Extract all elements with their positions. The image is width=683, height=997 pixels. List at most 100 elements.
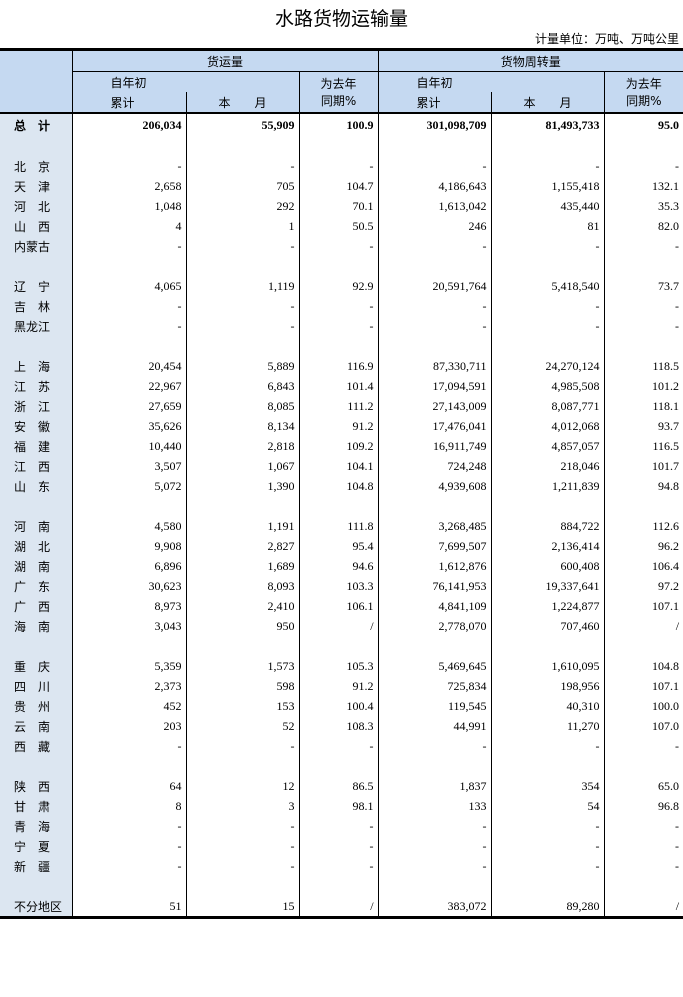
value-cell: - xyxy=(603,736,683,756)
header-freight-month: 本 月 xyxy=(185,92,299,114)
value-cell: 3 xyxy=(185,796,299,816)
value-cell: 5,359 xyxy=(71,656,186,676)
table-row: 山 东 5,072 1,390 104.8 4,939,608 1,211,839 94.8 xyxy=(0,476,683,496)
region-cell: 广 西 xyxy=(0,596,72,616)
value-cell: 452 xyxy=(71,696,186,716)
table-row: 不分地区 51 15/383,072 89,280/ xyxy=(0,896,683,919)
table-row: 北 京------ xyxy=(0,156,683,176)
value-cell xyxy=(71,876,186,896)
region-cell: 辽 宁 xyxy=(0,276,72,296)
region-cell: 福 建 xyxy=(0,436,72,456)
value-cell: 1,837 xyxy=(377,776,492,796)
total-row: 总 计 206,034 55,909 100.9 301,098,709 81,493,7… xyxy=(0,112,683,136)
region-cell: 江 西 xyxy=(0,456,72,476)
value-cell xyxy=(185,496,299,516)
value-cell: 89,280 xyxy=(490,896,605,919)
waterway-freight-table: 货运量 货物周转量 自年初 为去年 同期% 自年初 为去年 同期% 累计 本 月 累… xyxy=(0,48,683,919)
table-row: 广 西 8,973 2,410 106.1 4,841,109 1,224,877 107.… xyxy=(0,596,683,616)
value-cell: 598 xyxy=(185,676,299,696)
value-cell: - xyxy=(71,316,186,336)
value-cell: - xyxy=(71,836,186,856)
value-cell: - xyxy=(377,736,492,756)
value-cell: - xyxy=(298,736,379,756)
value-cell: 132.1 xyxy=(603,176,683,196)
table-row: 云 南 203 52 108.3 44,991 11,270 107.0 xyxy=(0,716,683,736)
region-cell: 北 京 xyxy=(0,156,72,176)
region-cell: 海 南 xyxy=(0,616,72,636)
value-cell: 1,155,418 xyxy=(490,176,605,196)
value-cell: 1,067 xyxy=(185,456,299,476)
table-row: 黑龙江 - - - - - - xyxy=(0,316,683,336)
value-cell: 111.8 xyxy=(298,516,379,536)
value-cell xyxy=(298,636,379,656)
header-turnover-ytd: 自年初 xyxy=(377,71,605,92)
value-cell xyxy=(71,756,186,776)
value-cell: 6,843 xyxy=(185,376,299,396)
table-row: 天 津 2,658 705 104.7 4,186,643 1,155,418 132.1 xyxy=(0,176,683,196)
value-cell xyxy=(603,256,683,276)
value-cell xyxy=(490,256,605,276)
value-cell xyxy=(490,876,605,896)
value-cell: 8,093 xyxy=(185,576,299,596)
region-cell: 内蒙古 xyxy=(0,236,72,256)
value-cell: 119,545 xyxy=(377,696,492,716)
value-cell xyxy=(603,136,683,156)
value-cell: 100.4 xyxy=(298,696,379,716)
table-row: 河 南 4,580 1,191 111.8 3,268,485 884,722 112.6 xyxy=(0,516,683,536)
table-row: 贵 州 452 153 100.4 119,545 40,310 100.0 xyxy=(0,696,683,716)
table-row: 内蒙古 - - - - - - xyxy=(0,236,683,256)
value-cell xyxy=(377,636,492,656)
value-cell: - xyxy=(298,296,379,316)
value-cell: 103.3 xyxy=(298,576,379,596)
value-cell: 301,098,709 xyxy=(377,112,492,136)
value-cell: 40,310 xyxy=(490,696,605,716)
value-cell: 4 xyxy=(71,216,186,236)
value-cell xyxy=(185,756,299,776)
value-cell xyxy=(377,336,492,356)
table-row: 海 南 3,043 950/2,778,070 707,460/ xyxy=(0,616,683,636)
value-cell: 20,454 xyxy=(71,356,186,376)
value-cell: - xyxy=(185,816,299,836)
value-cell: - xyxy=(71,156,186,176)
value-cell: 9,908 xyxy=(71,536,186,556)
value-cell: 116.9 xyxy=(298,356,379,376)
region-cell: 安 徽 xyxy=(0,416,72,436)
value-cell: 8,973 xyxy=(71,596,186,616)
value-cell: 107.0 xyxy=(603,716,683,736)
value-cell: 27,143,009 xyxy=(377,396,492,416)
value-cell: 1,048 xyxy=(71,196,186,216)
value-cell: 4,841,109 xyxy=(377,596,492,616)
value-cell: 725,834 xyxy=(377,676,492,696)
value-cell: - xyxy=(603,296,683,316)
table-row: 浙 江 27,659 8,085 111.2 27,143,009 8,087,771 11… xyxy=(0,396,683,416)
value-cell: 86.5 xyxy=(298,776,379,796)
value-cell: - xyxy=(298,236,379,256)
table-row: 辽 宁 4,065 1,119 92.9 20,591,764 5,418,540 73.7 xyxy=(0,276,683,296)
table-row: 福 建 10,440 2,818 109.2 16,911,749 4,857,057 11… xyxy=(0,436,683,456)
value-cell: - xyxy=(71,296,186,316)
value-cell: 52 xyxy=(185,716,299,736)
table-row: 陕 西 64 12 86.5 1,837 354 65.0 xyxy=(0,776,683,796)
header-turnover: 货物周转量 xyxy=(377,48,683,72)
region-cell: 西 藏 xyxy=(0,736,72,756)
value-cell: 106.4 xyxy=(603,556,683,576)
value-cell: - xyxy=(490,736,605,756)
value-cell: - xyxy=(377,836,492,856)
table-row: 新 疆------ xyxy=(0,856,683,876)
value-cell: - xyxy=(603,316,683,336)
table-row: 甘 肃 8 3 98.1 133 54 96.8 xyxy=(0,796,683,816)
region-cell: 江 苏 xyxy=(0,376,72,396)
region-cell xyxy=(0,336,72,356)
value-cell: - xyxy=(490,156,605,176)
unit-label: 计量单位：万吨、万吨公里 xyxy=(534,32,679,46)
region-cell: 贵 州 xyxy=(0,696,72,716)
value-cell: 97.2 xyxy=(603,576,683,596)
value-cell: 3,043 xyxy=(71,616,186,636)
value-cell: 96.8 xyxy=(603,796,683,816)
value-cell: - xyxy=(71,856,186,876)
value-cell xyxy=(603,756,683,776)
region-cell: 浙 江 xyxy=(0,396,72,416)
value-cell: 17,094,591 xyxy=(377,376,492,396)
value-cell: 218,046 xyxy=(490,456,605,476)
table-row: 西 藏------ xyxy=(0,736,683,756)
